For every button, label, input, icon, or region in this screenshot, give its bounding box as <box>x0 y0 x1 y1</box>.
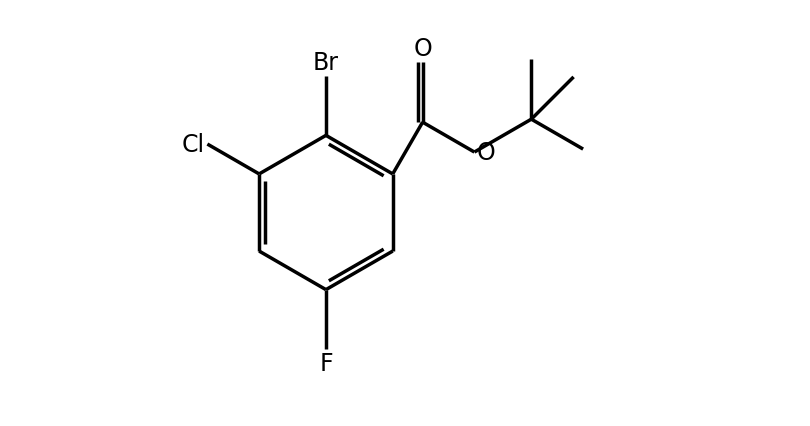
Text: Br: Br <box>313 51 339 75</box>
Text: F: F <box>319 351 333 375</box>
Text: O: O <box>413 37 432 61</box>
Text: O: O <box>476 141 495 165</box>
Text: Cl: Cl <box>181 133 204 157</box>
